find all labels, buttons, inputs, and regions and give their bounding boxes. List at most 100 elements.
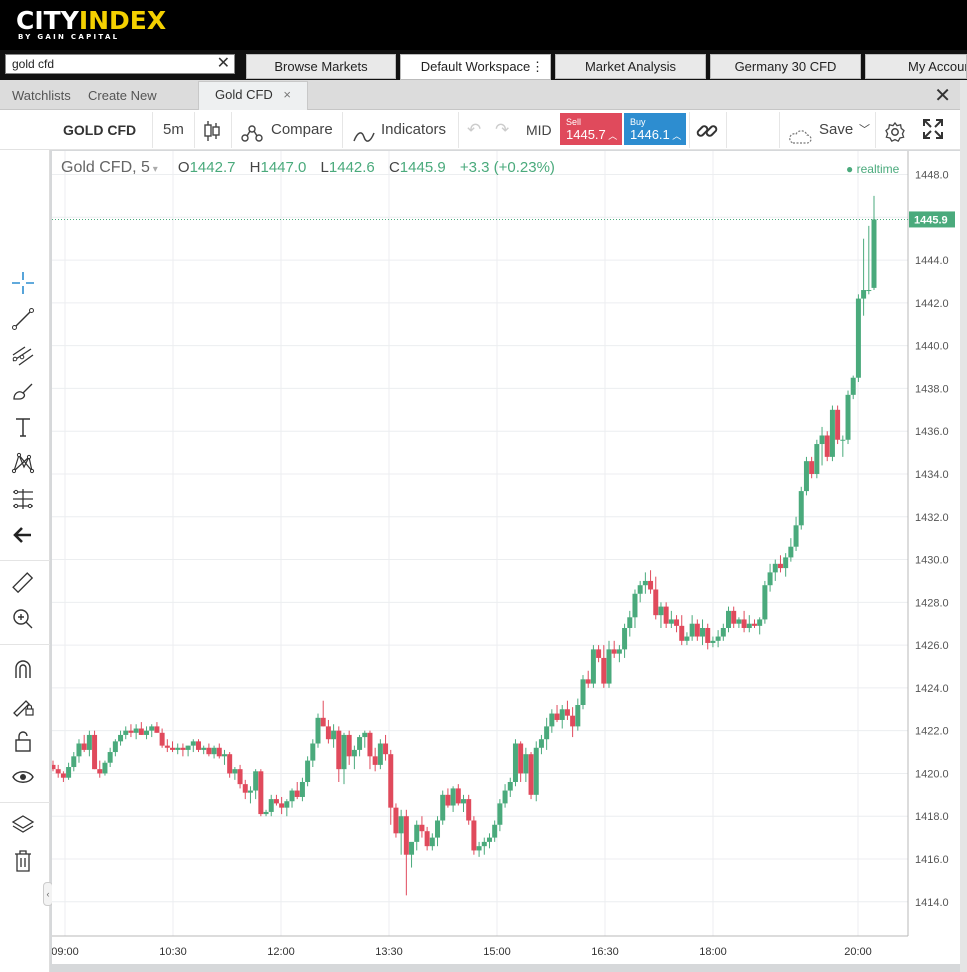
close-tab-icon[interactable]: × [283, 87, 291, 102]
candle [757, 619, 763, 626]
link-icon[interactable] [696, 118, 718, 142]
candle [128, 730, 134, 733]
trash-icon[interactable] [10, 848, 36, 874]
market-search-input[interactable]: gold cfd ✕ [5, 54, 235, 74]
panel-tab-row [0, 80, 967, 110]
pattern-icon[interactable] [10, 450, 36, 476]
candle [258, 771, 264, 815]
nav-tab-market-analysis[interactable]: Market Analysis [555, 54, 706, 79]
candle [377, 743, 383, 765]
candle [476, 846, 482, 851]
layers-icon[interactable] [10, 812, 36, 838]
nav-tab-my-account[interactable]: My Account [865, 54, 967, 79]
price-tick-label: 1434.0 [915, 469, 949, 481]
chevron-down-icon[interactable]: ▾ [149, 164, 158, 175]
legend-open-label: O [177, 159, 190, 176]
candle [86, 734, 92, 750]
candle [710, 640, 716, 643]
brand-logo[interactable]: CITYINDEX [16, 6, 166, 35]
price-chart[interactable]: 1414.0 1416.0 1418.0 1420.0 1422.0 1424.0 1426… [52, 151, 960, 964]
symbol-search[interactable]: GOLD CFD [63, 122, 137, 138]
sell-label: Sell [566, 117, 582, 127]
crosshair-icon[interactable] [10, 270, 36, 296]
candle [502, 790, 508, 804]
watchlists-tab[interactable]: Watchlists [12, 88, 71, 103]
create-new-tab[interactable]: Create New [88, 88, 157, 103]
unlock-icon[interactable] [10, 728, 36, 754]
candle [777, 563, 783, 569]
lock-drawing-icon[interactable] [10, 692, 36, 718]
price-tick-label: 1430.0 [915, 555, 949, 567]
candle [523, 754, 529, 774]
last-price-tag [909, 211, 955, 228]
candle [803, 461, 809, 492]
brush-icon[interactable] [10, 378, 36, 404]
candle [409, 841, 415, 855]
ruler-icon[interactable] [10, 570, 36, 596]
gold-cfd-tab[interactable]: Gold CFD × [198, 81, 308, 110]
nav-tab-label: Default Workspace [420, 59, 531, 74]
toolbar-divider [689, 112, 690, 148]
candle [268, 799, 274, 812]
clear-search-icon[interactable]: ✕ [216, 55, 230, 72]
candle [606, 649, 612, 684]
zoom-in-icon[interactable] [10, 606, 36, 632]
forecast-icon[interactable] [10, 486, 36, 512]
nav-tab-label: Market Analysis [584, 59, 677, 74]
candle [206, 747, 212, 755]
undo-icon[interactable]: ↶ [467, 120, 482, 139]
candle [440, 794, 446, 821]
workspace-menu-icon[interactable]: ⋮ [531, 59, 544, 74]
candle [580, 679, 586, 705]
trend-line-icon[interactable] [10, 306, 36, 332]
redo-icon[interactable]: ↷ [495, 120, 510, 139]
text-tool-icon[interactable] [10, 414, 36, 440]
candle [471, 820, 477, 851]
candle [497, 803, 503, 825]
candle [720, 627, 726, 637]
gold-cfd-tab-label: Gold CFD [215, 87, 273, 102]
candle [346, 734, 352, 757]
candle [736, 619, 742, 624]
candle [273, 799, 279, 804]
chart-legend: Gold CFD, 5 ▾ O1442.7 H1447.0 L1442.6 C1… [61, 158, 555, 180]
indicators-button[interactable]: Indicators [381, 121, 447, 138]
candle [814, 444, 820, 474]
candle [611, 649, 617, 654]
compare-button[interactable]: Compare [271, 121, 333, 138]
candle [668, 619, 674, 624]
magnet-icon[interactable] [10, 656, 36, 682]
close-panel-icon[interactable]: ✕ [934, 85, 951, 107]
buy-button[interactable]: Buy 1446.1 ︿ [624, 113, 686, 145]
candle [751, 623, 757, 626]
candlestick-type-icon[interactable] [203, 118, 221, 142]
eye-icon[interactable] [10, 764, 36, 790]
pitchfork-icon[interactable] [10, 342, 36, 368]
candle [518, 743, 524, 774]
candle [835, 409, 841, 440]
price-type-button[interactable]: MID [526, 122, 552, 138]
legend-low-label: L [320, 159, 329, 176]
sell-button[interactable]: Sell 1445.7 ︿ [560, 113, 622, 145]
candle [455, 788, 461, 804]
legend-symbol[interactable]: Gold CFD, 5 [61, 159, 150, 176]
interval-button[interactable]: 5m [163, 121, 184, 138]
gear-icon[interactable] [884, 119, 906, 143]
candle [383, 743, 389, 755]
legend-open-value: 1442.7 [189, 159, 236, 176]
candle [507, 781, 513, 791]
candle [674, 619, 680, 626]
candle [403, 816, 409, 855]
save-menu-chevron-down-icon[interactable]: ﹀ [859, 124, 870, 136]
fullscreen-icon[interactable] [921, 117, 945, 141]
nav-tab-browse-markets[interactable]: Browse Markets [246, 54, 396, 79]
nav-tab-default-workspace[interactable]: Default Workspace ⋮ [400, 54, 551, 80]
time-tick-label: 15:00 [483, 946, 511, 958]
time-tick-label: 12:00 [267, 946, 295, 958]
arrow-left-icon[interactable] [10, 522, 36, 548]
save-button[interactable]: Save [819, 121, 854, 138]
candle [419, 824, 425, 832]
candle [331, 730, 337, 740]
candle [658, 606, 664, 616]
nav-tab-germany-30[interactable]: Germany 30 CFD [710, 54, 861, 79]
